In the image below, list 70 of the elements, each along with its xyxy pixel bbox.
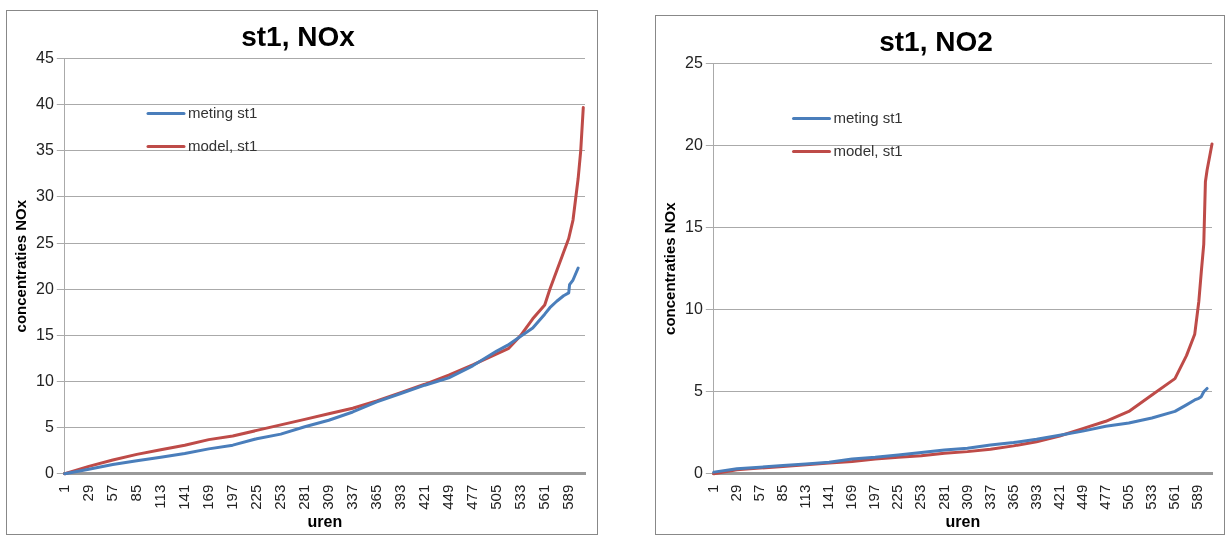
y-tick-label: 0: [693, 464, 703, 482]
x-tick-label: 449: [1072, 484, 1090, 510]
x-tick-label: 505: [1118, 484, 1136, 510]
legend-label: meting st1: [188, 103, 258, 121]
x-tick-label: 309: [957, 484, 975, 510]
x-tick-label: 393: [1026, 484, 1044, 510]
x-tick-label: 1: [54, 484, 72, 494]
x-tick-label: 281: [934, 484, 952, 510]
x-tick-label: 113: [150, 484, 168, 509]
x-tick-label: 113: [796, 484, 814, 509]
x-tick-label: 449: [438, 484, 456, 510]
x-tick-label: 421: [1049, 484, 1067, 510]
x-tick-label: 57: [102, 484, 120, 502]
x-tick-label: 589: [558, 484, 576, 510]
x-tick-label: 57: [750, 484, 768, 502]
chart-title: st1, NO2: [879, 25, 993, 57]
y-tick-label: 30: [36, 187, 54, 205]
x-tick-label: 337: [980, 484, 998, 510]
y-axis-title: concentraties NOx: [12, 199, 30, 333]
y-tick-label: 0: [44, 464, 54, 482]
chart-title: st1, NOx: [241, 20, 356, 52]
x-tick-label: 169: [198, 484, 216, 510]
x-tick-label: 337: [342, 484, 360, 510]
x-tick-label: 365: [366, 484, 384, 510]
y-tick-label: 10: [685, 300, 703, 318]
legend-label: model, st1: [833, 141, 903, 159]
x-tick-label: 477: [1095, 484, 1113, 510]
y-tick-label: 20: [36, 279, 54, 297]
x-tick-label: 253: [270, 484, 288, 510]
x-tick-label: 393: [390, 484, 408, 510]
y-tick-label: 20: [685, 136, 703, 154]
x-tick-label: 1: [703, 484, 721, 494]
x-tick-label: 533: [510, 484, 528, 510]
x-tick-label: 561: [1165, 484, 1183, 510]
y-tick-label: 35: [36, 141, 54, 159]
x-tick-label: 589: [1188, 484, 1206, 510]
y-tick-label: 15: [36, 325, 54, 343]
y-tick-label: 45: [36, 49, 54, 67]
x-tick-label: 533: [1142, 484, 1160, 510]
x-tick-label: 141: [819, 484, 837, 510]
x-tick-label: 85: [126, 484, 144, 502]
legend-label: meting st1: [833, 108, 903, 126]
x-tick-label: 561: [534, 484, 552, 510]
y-axis-title: concentraties NOx: [661, 201, 679, 335]
x-axis-title: uren: [945, 512, 981, 530]
x-tick-label: 477: [462, 484, 480, 510]
x-tick-label: 421: [414, 484, 432, 510]
y-tick-label: 25: [685, 54, 703, 72]
y-tick-label: 10: [36, 371, 54, 389]
x-tick-label: 365: [1003, 484, 1021, 510]
x-tick-label: 505: [486, 484, 504, 510]
x-tick-label: 253: [911, 484, 929, 510]
x-axis-title: uren: [307, 512, 343, 530]
x-tick-label: 169: [842, 484, 860, 510]
x-tick-label: 225: [888, 484, 906, 510]
y-tick-label: 15: [685, 218, 703, 236]
y-tick-label: 25: [36, 233, 54, 251]
y-tick-label: 40: [36, 95, 54, 113]
x-tick-label: 197: [865, 484, 883, 510]
x-tick-label: 141: [174, 484, 192, 510]
x-tick-label: 29: [78, 484, 96, 502]
x-tick-label: 29: [726, 484, 744, 502]
legend-label: model, st1: [188, 136, 258, 154]
x-tick-label: 85: [773, 484, 791, 502]
y-tick-label: 5: [44, 418, 54, 436]
x-tick-label: 281: [294, 484, 312, 510]
x-tick-label: 225: [246, 484, 264, 510]
x-tick-label: 309: [318, 484, 336, 510]
x-tick-label: 197: [222, 484, 240, 510]
y-tick-label: 5: [693, 382, 703, 400]
